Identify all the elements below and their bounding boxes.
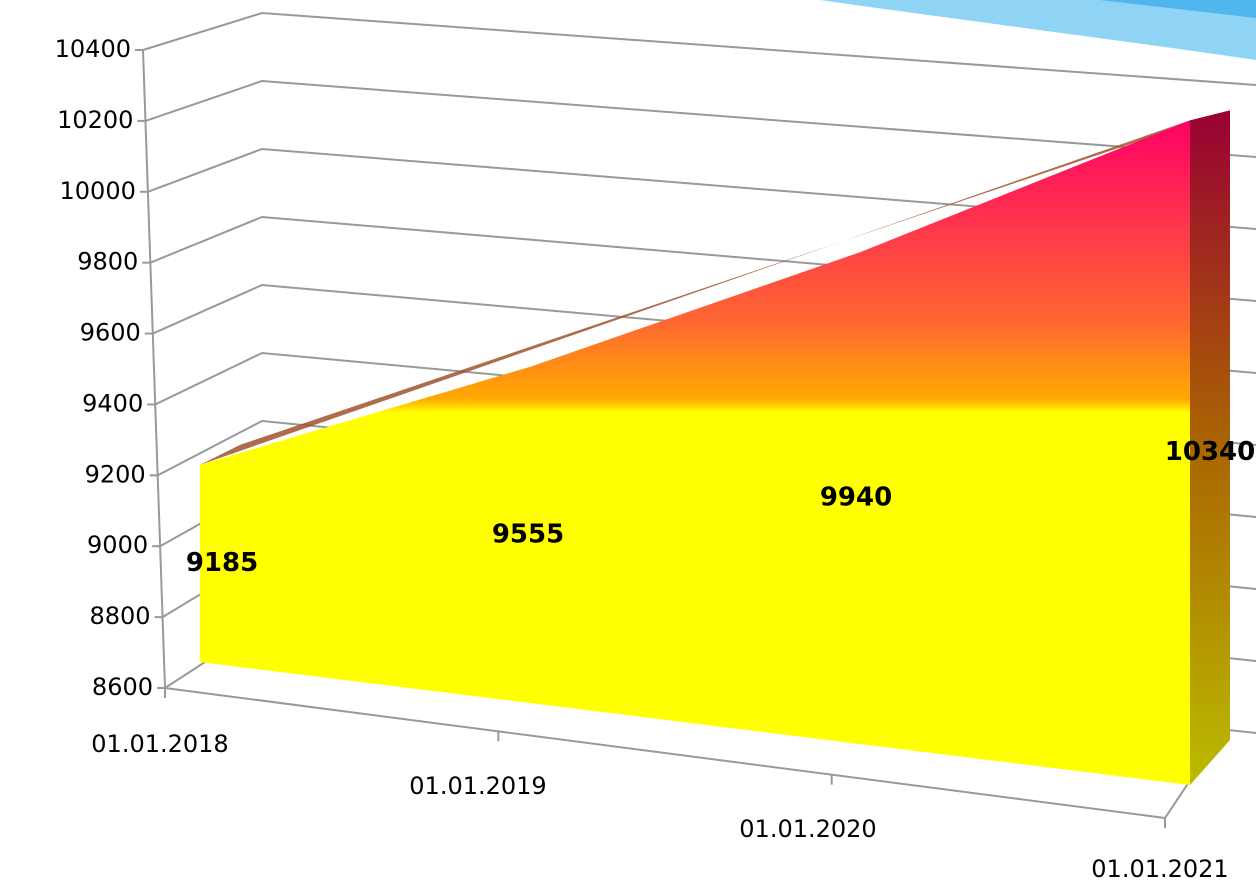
- data-label: 9940: [820, 483, 892, 513]
- x-tick-label: 01.01.2021: [1091, 855, 1228, 883]
- data-label: 10340: [1165, 437, 1255, 467]
- y-tick-label: 10200: [57, 106, 133, 134]
- y-tick-label: 9800: [77, 248, 138, 276]
- x-tick-label: 01.01.2019: [409, 772, 546, 800]
- y-tick-label: 8800: [89, 602, 150, 630]
- decoration: [820, 0, 1256, 60]
- grid-line: [142, 11, 1256, 86]
- area: [200, 120, 1190, 785]
- y-tick-label: 9200: [85, 460, 146, 488]
- y-tick-label: 9600: [80, 319, 141, 347]
- decoration: [1100, 0, 1256, 18]
- y-tick-label: 9000: [87, 531, 148, 559]
- y-tick-label: 10400: [55, 35, 131, 63]
- y-tick-label: 10000: [60, 177, 136, 205]
- grid-line: [147, 147, 1256, 230]
- y-tick-label: 9400: [82, 389, 143, 417]
- x-tick-label: 01.01.2020: [739, 815, 876, 843]
- x-tick-label: 01.01.2018: [91, 730, 228, 758]
- data-label: 9555: [492, 519, 564, 549]
- area-side: [1190, 110, 1230, 785]
- y-axis: [142, 49, 166, 689]
- data-label: 9185: [186, 548, 258, 578]
- grid-line: [145, 79, 1256, 158]
- y-tick-label: 8600: [92, 673, 153, 701]
